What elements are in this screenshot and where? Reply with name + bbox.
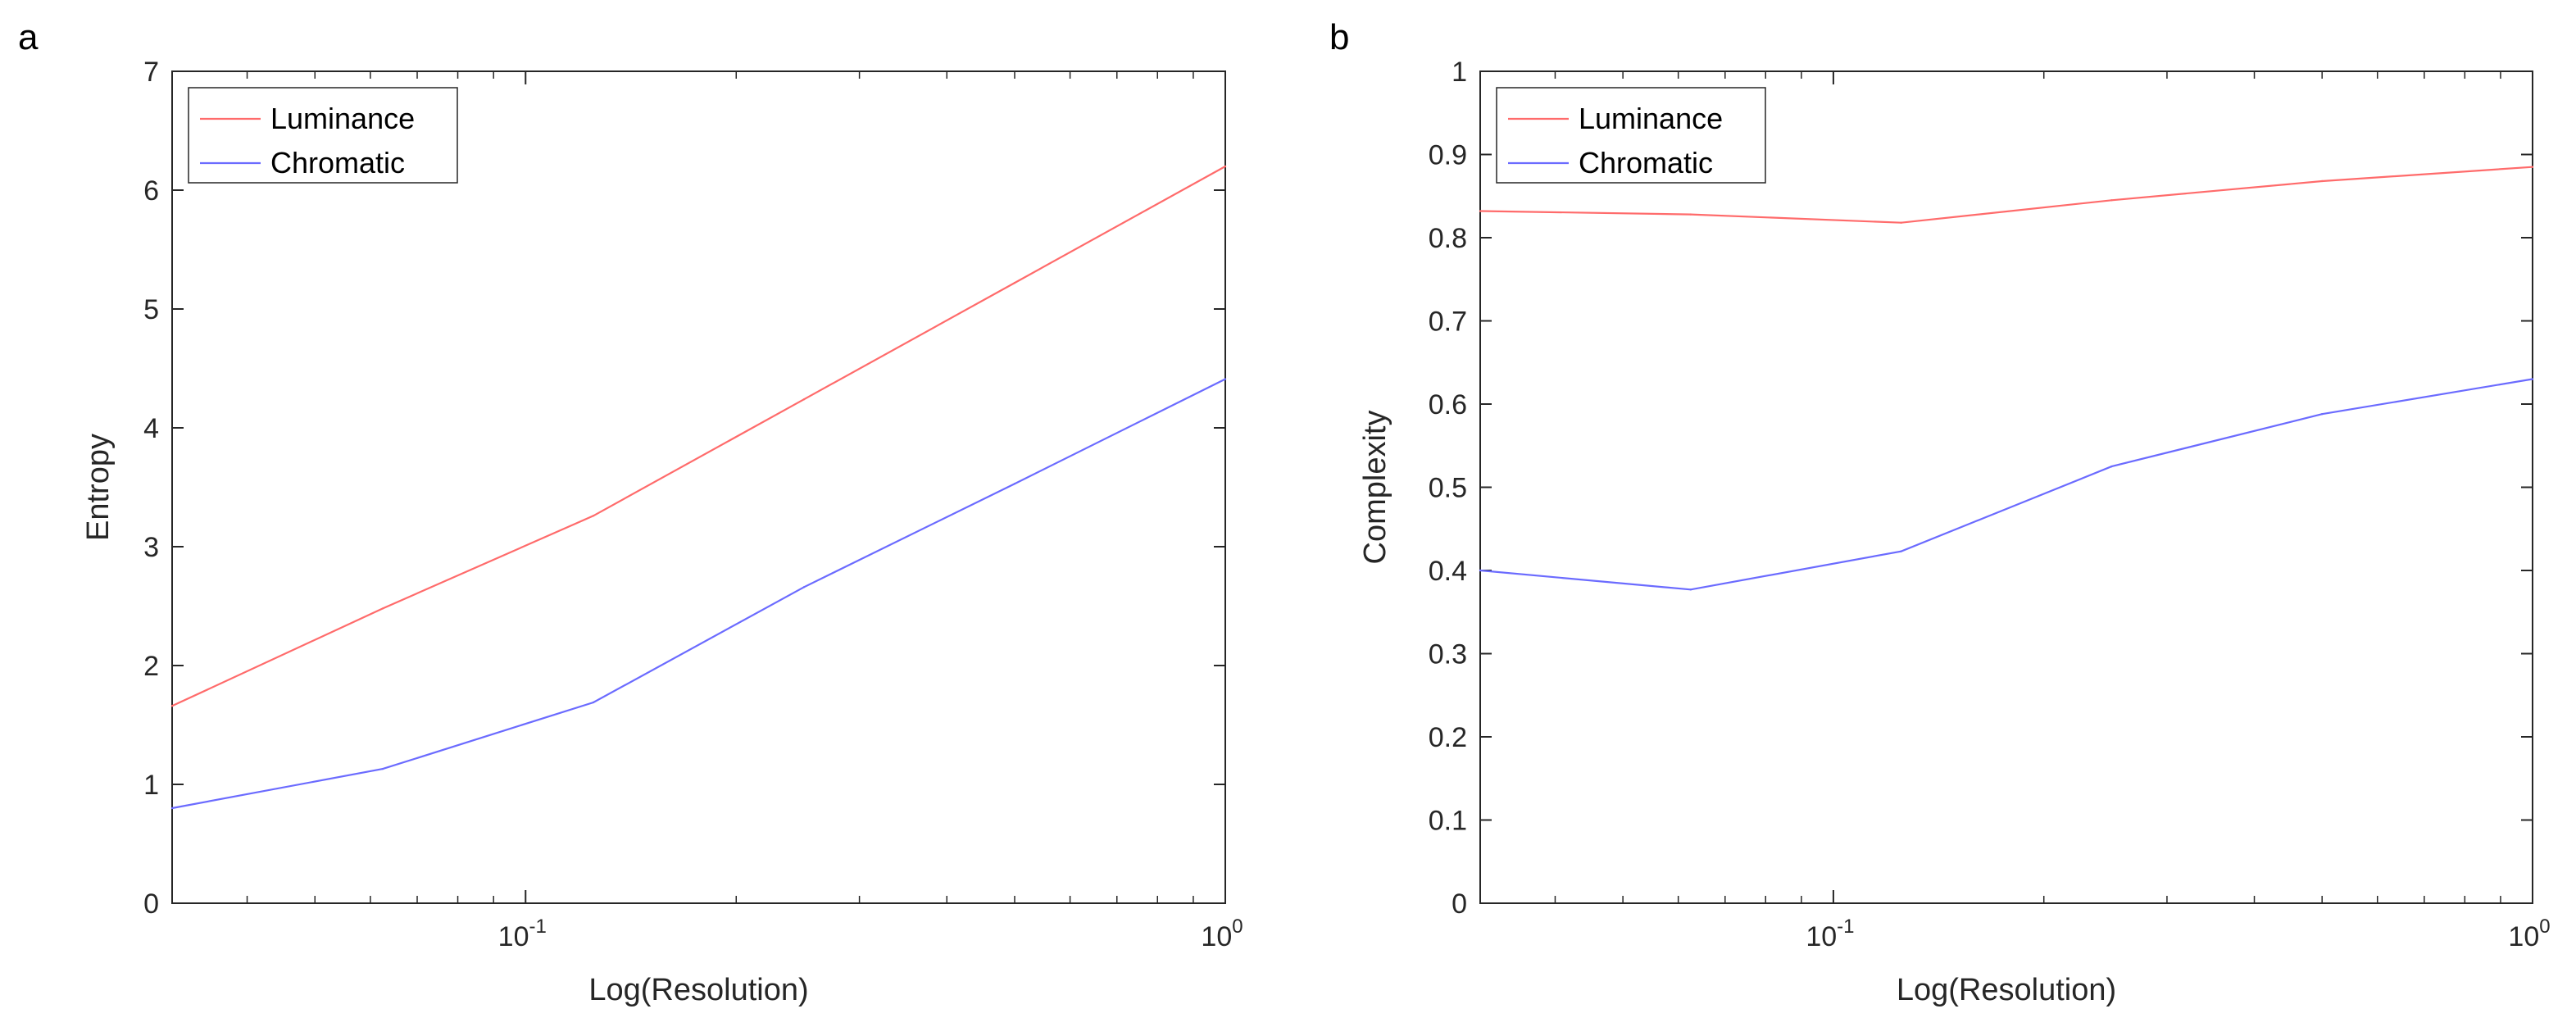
y-tick-label: 7 — [143, 57, 159, 88]
data-point-luminance — [1479, 210, 1482, 212]
data-point-chromatic — [381, 767, 384, 770]
legend: Luminance Chromatic — [188, 87, 458, 184]
y-tick-label: 0.5 — [1429, 473, 1467, 504]
x-tick-base: 10 — [1806, 921, 1837, 952]
x-tick-label: 10-1 — [1806, 916, 1854, 952]
data-point-luminance — [592, 515, 595, 517]
y-tick-label: 0 — [143, 888, 159, 920]
data-point-luminance — [1689, 213, 1692, 216]
data-point-chromatic — [802, 586, 806, 588]
legend-box — [1496, 87, 1766, 184]
y-axis-label: Entropy — [81, 434, 116, 541]
data-point-luminance — [381, 607, 384, 610]
data-point-luminance — [802, 398, 806, 401]
y-tick-label: 1 — [143, 770, 159, 801]
data-point-luminance — [1013, 281, 1016, 284]
x-tick-label: 100 — [1201, 916, 1243, 952]
data-point-chromatic — [170, 807, 174, 810]
y-tick-label: 3 — [143, 532, 159, 563]
series-line-chromatic — [171, 378, 1226, 810]
x-tick-base: 10 — [2508, 921, 2539, 952]
x-tick-exponent: -1 — [1837, 916, 1854, 938]
x-tick-exponent: 0 — [2539, 916, 2550, 938]
y-tick-label: 6 — [143, 175, 159, 207]
data-point-chromatic — [1689, 588, 1692, 591]
y-tick-label: 0.3 — [1429, 639, 1467, 670]
x-axis-label: Log(Resolution) — [1897, 973, 2116, 1007]
y-tick-label: 5 — [143, 294, 159, 325]
data-point-chromatic — [2531, 378, 2534, 380]
data-point-chromatic — [2110, 465, 2113, 468]
axes-box — [1479, 70, 2533, 904]
x-tick-label: 100 — [2508, 916, 2550, 952]
y-tick-label: 0.8 — [1429, 223, 1467, 254]
legend-label: Chromatic — [270, 146, 405, 179]
data-point-chromatic — [1479, 569, 1482, 572]
data-point-luminance — [2531, 166, 2534, 168]
x-tick-base: 10 — [498, 921, 529, 952]
legend-label: Luminance — [270, 102, 415, 135]
y-tick-label: 4 — [143, 413, 159, 444]
x-tick-label: 10-1 — [498, 916, 547, 952]
x-tick-exponent: -1 — [529, 916, 547, 938]
y-tick-label: 0.6 — [1429, 389, 1467, 420]
y-axis-label: Complexity — [1358, 411, 1392, 565]
data-point-chromatic — [1013, 482, 1016, 485]
data-point-luminance — [2110, 199, 2113, 202]
panel-letter: b — [1329, 17, 1349, 57]
series-line-luminance — [1479, 166, 2533, 224]
data-point-luminance — [2321, 179, 2324, 183]
panel-letter: a — [18, 17, 39, 57]
data-point-chromatic — [2321, 412, 2324, 416]
data-point-chromatic — [592, 701, 595, 704]
data-point-chromatic — [1900, 550, 1902, 552]
data-point-luminance — [170, 705, 174, 707]
series-line-chromatic — [1479, 378, 2533, 591]
y-tick-label: 0.7 — [1429, 307, 1467, 338]
data-point-luminance — [1224, 165, 1227, 168]
x-tick-base: 10 — [1201, 921, 1232, 952]
axes-box — [171, 70, 1226, 904]
y-tick-label: 0.4 — [1429, 556, 1467, 587]
y-tick-label: 1 — [1452, 57, 1467, 88]
legend: Luminance Chromatic — [1496, 87, 1766, 184]
data-point-luminance — [1900, 221, 1902, 224]
y-tick-label: 2 — [143, 651, 159, 682]
x-axis-label: Log(Resolution) — [588, 973, 808, 1007]
y-tick-label: 0.9 — [1429, 140, 1467, 171]
x-tick-exponent: 0 — [1232, 916, 1243, 938]
legend-box — [188, 87, 458, 184]
data-point-chromatic — [1224, 378, 1227, 380]
series-line-luminance — [171, 166, 1226, 707]
legend-label: Luminance — [1579, 102, 1723, 135]
y-tick-label: 0.2 — [1429, 722, 1467, 753]
y-tick-label: 0 — [1452, 888, 1467, 920]
y-tick-label: 0.1 — [1429, 806, 1467, 837]
legend-label: Chromatic — [1579, 146, 1713, 179]
